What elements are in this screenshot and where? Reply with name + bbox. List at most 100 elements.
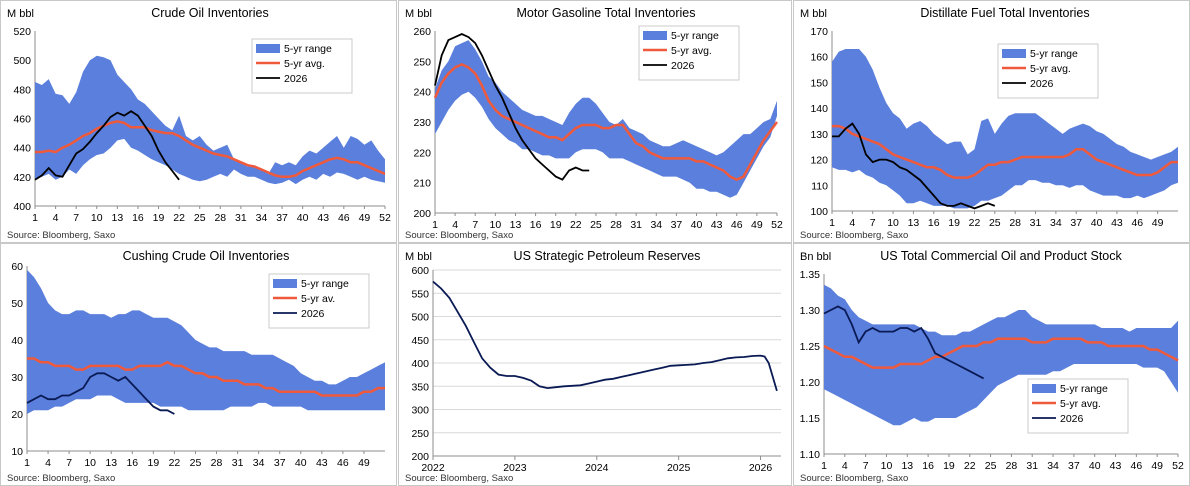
x-tick-label: 10 xyxy=(91,212,103,224)
y-tick-label: 210 xyxy=(413,178,431,190)
x-tick-label: 22 xyxy=(173,212,185,224)
x-tick-label: 13 xyxy=(105,457,117,469)
y-tick-label: 220 xyxy=(413,147,431,159)
x-tick-label: 2024 xyxy=(585,462,609,474)
y-tick-label: 40 xyxy=(11,335,23,347)
legend-label-avg: 5-yr avg. xyxy=(284,58,325,70)
y-tick-label: 200 xyxy=(413,208,431,220)
x-tick-label: 37 xyxy=(1068,460,1080,472)
commercial-chart: US Total Commercial Oil and Product Stoc… xyxy=(800,249,1184,484)
x-tick-label: 10 xyxy=(887,217,899,229)
x-tick-label: 1 xyxy=(24,457,30,469)
x-tick-label: 10 xyxy=(881,460,893,472)
x-tick-label: 46 xyxy=(731,219,743,231)
y-tick-label: 460 xyxy=(13,114,31,126)
y-tick-label: 130 xyxy=(810,129,828,141)
x-tick-label: 28 xyxy=(211,457,223,469)
x-tick-label: 34 xyxy=(650,219,662,231)
five-year-avg-line xyxy=(27,357,385,397)
x-tick-label: 40 xyxy=(297,212,309,224)
y-tick-label: 420 xyxy=(13,172,31,184)
y-tick-label: 1.35 xyxy=(800,269,821,281)
x-tick-label: 16 xyxy=(530,219,542,231)
x-tick-label: 31 xyxy=(1030,217,1042,229)
x-tick-label: 46 xyxy=(338,212,350,224)
x-tick-label: 37 xyxy=(1070,217,1082,229)
y-tick-label: 300 xyxy=(411,405,429,417)
distillate-fuel-inventories-panel: Distillate Fuel Total Inventories M bbl 10… xyxy=(793,0,1190,243)
y-tick-label: 600 xyxy=(411,265,429,277)
distillate-chart: Distillate Fuel Total Inventories M bbl 10… xyxy=(800,6,1178,241)
y-tick-label: 400 xyxy=(411,358,429,370)
y-tick-label: 120 xyxy=(810,155,828,167)
x-tick-label: 13 xyxy=(112,212,124,224)
source-note: Source: Bloomberg, Saxo xyxy=(800,473,908,484)
x-tick-label: 52 xyxy=(1172,460,1184,472)
x-tick-label: 43 xyxy=(317,212,329,224)
y-tick-label: 240 xyxy=(413,87,431,99)
x-tick-label: 52 xyxy=(379,212,391,224)
five-year-avg-line xyxy=(35,120,386,179)
x-tick-label: 19 xyxy=(148,457,160,469)
x-tick-label: 22 xyxy=(969,217,981,229)
legend-label-avg: 5-yr avg. xyxy=(671,45,712,57)
x-tick-label: 49 xyxy=(359,212,371,224)
x-tick-label: 13 xyxy=(901,460,913,472)
y-tick-label: 1.25 xyxy=(800,341,821,353)
legend-label-range: 5-yr range xyxy=(671,30,719,42)
legend-swatch-range xyxy=(643,31,667,40)
y-unit-label: M bbl xyxy=(7,8,34,20)
x-tick-label: 7 xyxy=(472,219,478,231)
y-tick-label: 250 xyxy=(411,428,429,440)
legend-label-avg: 5-yr av. xyxy=(301,293,335,305)
legend-label-avg: 5-yr avg. xyxy=(1060,398,1101,410)
x-tick-label: 49 xyxy=(1151,460,1163,472)
total-commercial-stock-panel: US Total Commercial Oil and Product Stoc… xyxy=(793,243,1190,486)
y-tick-label: 520 xyxy=(13,26,31,38)
x-tick-label: 34 xyxy=(1047,460,1059,472)
source-note: Source: Bloomberg, Saxo xyxy=(800,230,908,241)
x-tick-label: 10 xyxy=(84,457,96,469)
x-tick-label: 43 xyxy=(1111,217,1123,229)
x-tick-label: 43 xyxy=(316,457,328,469)
x-tick-label: 2026 xyxy=(749,462,773,474)
y-unit-label: M bbl xyxy=(405,251,432,263)
y-tick-label: 100 xyxy=(810,206,828,218)
source-note: Source: Bloomberg, Saxo xyxy=(405,230,513,241)
x-tick-label: 7 xyxy=(66,457,72,469)
x-tick-label: 40 xyxy=(691,219,703,231)
x-tick-label: 37 xyxy=(671,219,683,231)
x-tick-label: 19 xyxy=(948,217,960,229)
x-tick-label: 2022 xyxy=(421,462,445,474)
x-tick-label: 43 xyxy=(1110,460,1122,472)
chart-title: US Strategic Petroleum Reserves xyxy=(514,249,701,263)
line-2026 xyxy=(434,33,590,181)
x-tick-label: 10 xyxy=(490,219,502,231)
x-tick-label: 16 xyxy=(928,217,940,229)
x-tick-label: 52 xyxy=(771,219,783,231)
chart-title: Motor Gasoline Total Inventories xyxy=(516,6,695,20)
x-tick-label: 1 xyxy=(32,212,38,224)
y-tick-label: 60 xyxy=(11,261,23,273)
x-tick-label: 7 xyxy=(73,212,79,224)
y-tick-label: 500 xyxy=(411,312,429,324)
strategic-petroleum-reserves-panel: US Strategic Petroleum Reserves M bbl 200 2… xyxy=(398,243,792,486)
legend-label-2026: 2026 xyxy=(1030,78,1054,90)
x-tick-label: 46 xyxy=(337,457,349,469)
y-tick-label: 550 xyxy=(411,288,429,300)
x-tick-label: 16 xyxy=(126,457,138,469)
y-tick-label: 30 xyxy=(11,372,23,384)
y-unit-label: M bbl xyxy=(800,8,827,20)
motor-gasoline-inventories-panel: Motor Gasoline Total Inventories M bbl 200… xyxy=(398,0,792,243)
y-tick-label: 1.30 xyxy=(800,305,821,317)
legend-label-range: 5-yr range xyxy=(284,43,332,55)
y-unit-label: Bn bbl xyxy=(800,251,831,263)
five-year-avg-line xyxy=(433,63,779,181)
source-note: Source: Bloomberg, Saxo xyxy=(7,473,115,484)
x-tick-label: 28 xyxy=(1009,217,1021,229)
five-year-range-band xyxy=(27,269,385,414)
y-tick-label: 1.20 xyxy=(800,377,821,389)
y-tick-label: 440 xyxy=(13,143,31,155)
x-tick-label: 1 xyxy=(821,460,827,472)
x-tick-label: 31 xyxy=(630,219,642,231)
